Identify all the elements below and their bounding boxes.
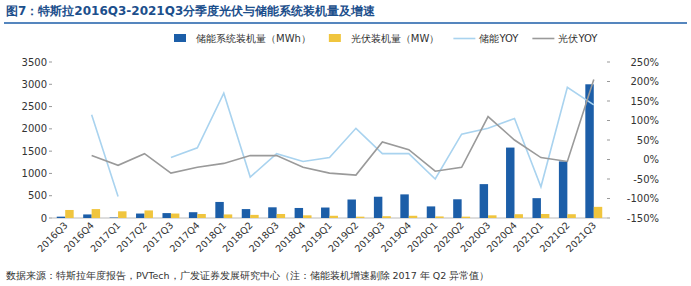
bar xyxy=(435,216,443,218)
bar xyxy=(532,198,540,218)
bar xyxy=(224,214,232,218)
y2-tick-label: -150% xyxy=(627,213,659,224)
y-tick xyxy=(49,106,52,107)
line xyxy=(92,80,594,176)
bar xyxy=(453,199,461,218)
y2-tick xyxy=(607,101,610,102)
bar xyxy=(162,213,170,218)
y-tick-label: 500 xyxy=(28,190,47,201)
legend-item: 储能YOY xyxy=(453,33,519,44)
y2-tick xyxy=(607,198,610,199)
y2-tick xyxy=(607,179,610,180)
bar xyxy=(427,206,435,218)
bar xyxy=(268,207,276,218)
bar xyxy=(145,210,153,218)
legend-label: 光伏YOY xyxy=(558,33,598,44)
bar xyxy=(409,216,417,218)
y2-tick-label: -100% xyxy=(627,193,659,204)
legend-item: 光伏装机量（MW） xyxy=(329,33,440,44)
y2-tick xyxy=(607,62,610,63)
y2-tick-label: 200% xyxy=(630,76,659,87)
bar xyxy=(65,210,73,218)
bar xyxy=(303,215,311,218)
x-tick-label: 2021Q3 xyxy=(564,220,598,254)
bar xyxy=(594,207,602,218)
bar xyxy=(321,208,329,218)
legend-item: 光伏YOY xyxy=(532,33,598,44)
y-tick-label: 0 xyxy=(41,213,47,224)
bar xyxy=(400,194,408,218)
y-tick-label: 3000 xyxy=(22,79,47,90)
legend-swatch xyxy=(453,38,475,40)
y-tick xyxy=(49,218,52,219)
bar xyxy=(250,215,258,218)
bar xyxy=(559,161,567,218)
bar xyxy=(506,148,514,218)
bar xyxy=(110,217,118,218)
legend-swatch xyxy=(532,38,554,40)
bar xyxy=(330,216,338,218)
bar xyxy=(197,214,205,218)
bar xyxy=(541,214,549,218)
y2-tick-label: 100% xyxy=(630,115,659,126)
bar xyxy=(57,217,65,218)
title-rule xyxy=(4,22,687,24)
y-tick xyxy=(49,151,52,152)
bar xyxy=(118,211,126,218)
bar xyxy=(488,215,496,218)
legend-swatch xyxy=(174,34,186,42)
y-tick-label: 1000 xyxy=(22,168,47,179)
bar xyxy=(171,214,179,218)
bar xyxy=(189,212,197,218)
y-tick xyxy=(49,173,52,174)
y2-tick xyxy=(607,218,610,219)
y2-tick-label: -50% xyxy=(633,174,659,185)
chart: 图7：特斯拉2016Q3-2021Q3分季度光伏与储能系统装机量及增速 0 500 1… xyxy=(0,0,691,286)
legend-label: 储能YOY xyxy=(479,33,519,44)
source: 数据来源：特斯拉年度报告，PVTech，广发证券发展研究中心（注：储能装机增速剔… xyxy=(6,270,489,281)
y2-tick xyxy=(607,159,610,160)
y2-tick xyxy=(607,120,610,121)
plot xyxy=(57,80,602,218)
legend-swatch xyxy=(329,34,341,42)
y-tick xyxy=(49,128,52,129)
y2-tick xyxy=(607,81,610,82)
bar xyxy=(215,202,223,218)
y-tick-label: 1500 xyxy=(22,146,47,157)
y2-tick-label: 150% xyxy=(630,96,659,107)
bar xyxy=(567,214,575,218)
bar xyxy=(374,197,382,218)
bar xyxy=(382,216,390,218)
y2-tick-label: 0% xyxy=(643,154,659,165)
y-tick-label: 3500 xyxy=(22,57,47,68)
y-tick-label: 2500 xyxy=(22,101,47,112)
y2-tick-label: 250% xyxy=(630,57,659,68)
y-tick-label: 2000 xyxy=(22,123,47,134)
bar xyxy=(462,217,470,218)
bar xyxy=(83,214,91,218)
bar xyxy=(356,217,364,218)
legend-label: 储能系统装机量（MWh） xyxy=(196,33,311,44)
bar xyxy=(347,200,355,218)
bar xyxy=(242,209,250,218)
title: 图7：特斯拉2016Q3-2021Q3分季度光伏与储能系统装机量及增速 xyxy=(6,4,376,18)
bar xyxy=(92,209,100,218)
bar xyxy=(295,208,303,218)
y-tick xyxy=(49,84,52,85)
legend-item: 储能系统装机量（MWh） xyxy=(174,33,311,44)
bar xyxy=(480,184,488,218)
y2-tick-label: 50% xyxy=(637,135,659,146)
y2-tick xyxy=(607,140,610,141)
y-tick xyxy=(49,62,52,63)
bar xyxy=(515,214,523,218)
bar xyxy=(277,214,285,218)
legend-label: 光伏装机量（MW） xyxy=(351,33,440,44)
y-tick xyxy=(49,195,52,196)
bar xyxy=(136,214,144,218)
